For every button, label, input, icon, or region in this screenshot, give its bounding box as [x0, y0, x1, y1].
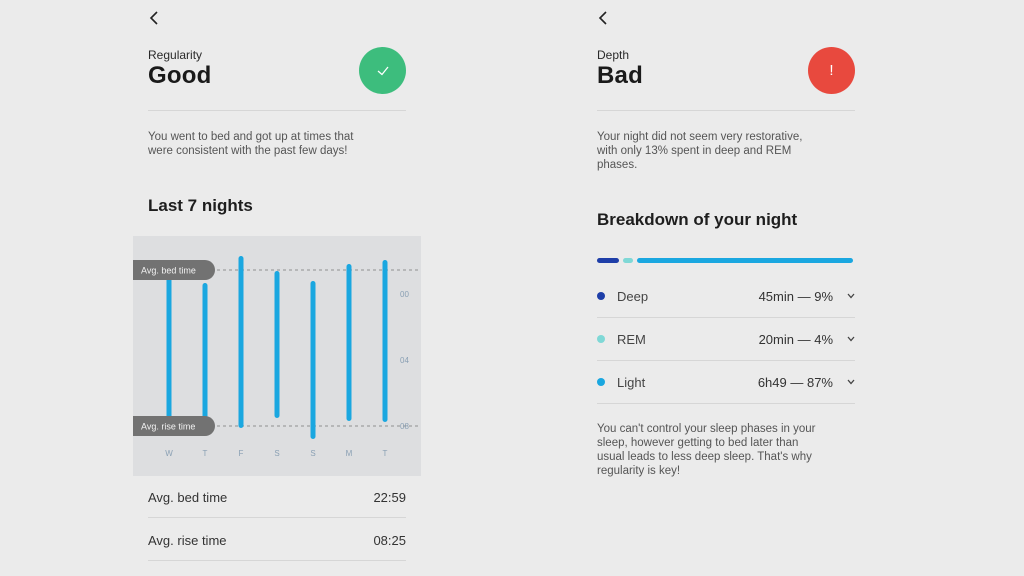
night-bar — [202, 283, 208, 424]
day-label: T — [203, 449, 208, 458]
phase-value: 20min — 4% — [758, 331, 833, 347]
phase-value: 45min — 9% — [758, 288, 833, 304]
depth-panel: Depth Bad ! Your night did not seem very… — [597, 0, 855, 576]
chevron-down-icon[interactable] — [847, 293, 855, 299]
regularity-stats: Avg. bed time 22:59 Avg. rise time 08:25 — [148, 0, 406, 576]
chevron-down-icon[interactable] — [847, 336, 855, 342]
chevron-down-icon[interactable] — [847, 379, 855, 385]
phase-name: REM — [617, 331, 646, 347]
phase-row-light[interactable]: Light 6h49 — 87% — [597, 361, 855, 403]
stat-label: Avg. rise time — [148, 532, 227, 548]
phase-row-deep[interactable]: Deep 45min — 9% — [597, 275, 855, 317]
phase-segment — [637, 258, 853, 263]
check-icon — [359, 47, 406, 94]
phase-divider — [597, 360, 855, 361]
hour-tick-label: 08 — [400, 422, 409, 431]
day-label: S — [274, 449, 279, 458]
avg-bed-time-row: Avg. bed time 22:59 — [148, 476, 406, 518]
hour-tick-label: 00 — [400, 290, 409, 299]
day-label: M — [346, 449, 353, 458]
depth-description: Your night did not seem very restorative… — [597, 131, 803, 171]
stat-label: Avg. bed time — [148, 489, 228, 505]
night-bar — [274, 271, 280, 418]
stat-divider — [148, 517, 406, 518]
night-bar — [238, 256, 244, 428]
stat-divider — [148, 560, 406, 561]
regularity-rating: Good — [148, 62, 212, 89]
last-7-nights-title: Last 7 nights — [148, 196, 253, 215]
phase-name: Light — [617, 374, 646, 390]
depth-label: Depth — [597, 48, 630, 62]
day-label: W — [165, 449, 173, 458]
phase-divider — [597, 317, 855, 318]
night-bar — [166, 276, 172, 421]
phase-name: Deep — [617, 288, 649, 304]
day-label: T — [383, 449, 388, 458]
avg-rise-pill-label: Avg. rise time — [141, 422, 195, 432]
deep-dot-icon — [597, 292, 605, 300]
phase-row-rem[interactable]: REM 20min — 4% — [597, 318, 855, 360]
depth-footer-text: You can't control your sleep phases in y… — [597, 423, 816, 477]
light-dot-icon — [597, 378, 605, 386]
depth-rating: Bad — [597, 62, 643, 89]
night-bar — [346, 264, 352, 421]
back-arrow-icon[interactable] — [148, 6, 164, 30]
avg-rise-time-row: Avg. rise time 08:25 — [148, 519, 406, 561]
phase-segment — [623, 258, 634, 263]
avg-rise-pill: Avg. rise time — [133, 416, 215, 436]
avg-bed-pill: Avg. bed time — [133, 260, 215, 280]
exclamation-icon: ! — [808, 47, 855, 94]
day-label: F — [239, 449, 244, 458]
stat-value: 22:59 — [373, 489, 406, 505]
breakdown-title: Breakdown of your night — [597, 210, 798, 229]
phase-segment — [597, 258, 620, 263]
day-label: S — [310, 449, 315, 458]
night-bar — [382, 260, 388, 422]
night-bar — [310, 281, 316, 439]
avg-bed-pill-label: Avg. bed time — [141, 266, 196, 276]
back-arrow-icon[interactable] — [597, 6, 613, 30]
phase-divider — [597, 403, 855, 404]
regularity-chart: Avg. bed time Avg. rise time 00 04 08 W T… — [133, 236, 421, 476]
phase-value: 6h49 — 87% — [757, 374, 833, 390]
rem-dot-icon — [597, 335, 605, 343]
header-divider — [148, 110, 406, 111]
header-divider — [597, 110, 855, 111]
regularity-panel: Regularity Good You went to bed and got … — [148, 0, 406, 576]
hour-tick-label: 04 — [400, 356, 409, 365]
regularity-description: You went to bed and got up at times that… — [148, 131, 354, 157]
stat-value: 08:25 — [373, 532, 406, 548]
regularity-label: Regularity — [148, 48, 203, 62]
